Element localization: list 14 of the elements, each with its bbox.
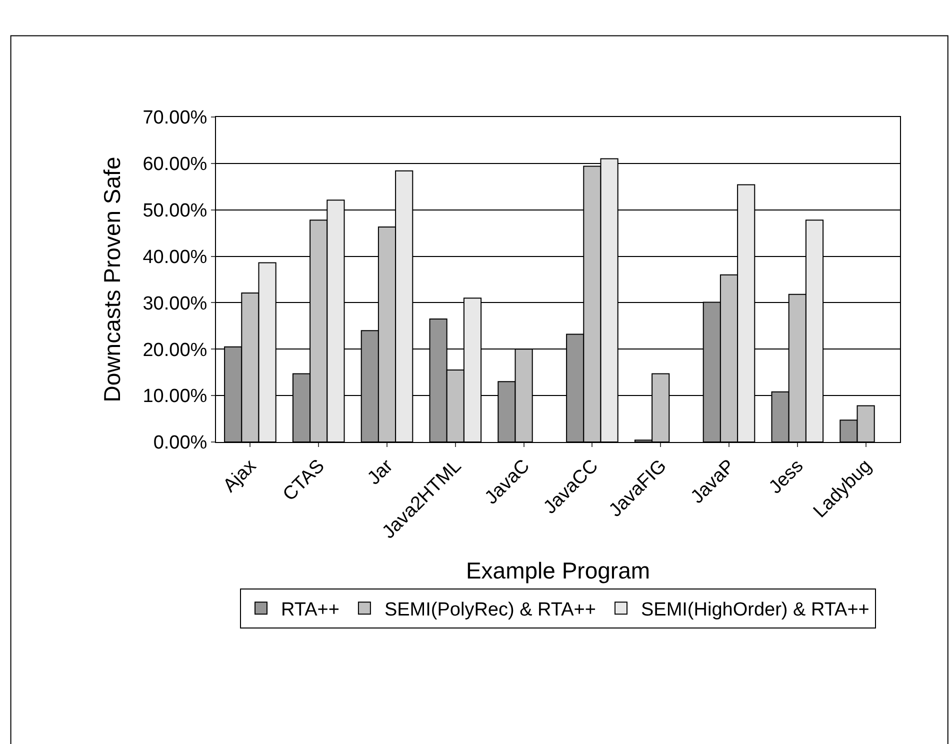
y-tick-label: 70.00%: [142, 108, 208, 129]
y-axis-title: Downcasts Proven Safe: [99, 156, 126, 402]
legend-label: RTA++: [281, 600, 340, 621]
y-tick-label: 60.00%: [142, 154, 208, 176]
y-tick-label: 0.00%: [153, 432, 208, 454]
y-tick-label: 50.00%: [142, 200, 208, 222]
y-tick-label: 40.00%: [142, 246, 208, 268]
x-axis-title: Example Program: [466, 558, 650, 584]
y-tick-label: 20.00%: [142, 340, 208, 361]
legend-label: SEMI(PolyRec) & RTA++: [384, 600, 596, 621]
y-tick-label: 30.00%: [142, 293, 208, 314]
x-tick-label: Jess: [765, 456, 808, 498]
y-tick-label: 10.00%: [142, 386, 208, 408]
legend-label: SEMI(HighOrder) & RTA++: [640, 600, 870, 621]
